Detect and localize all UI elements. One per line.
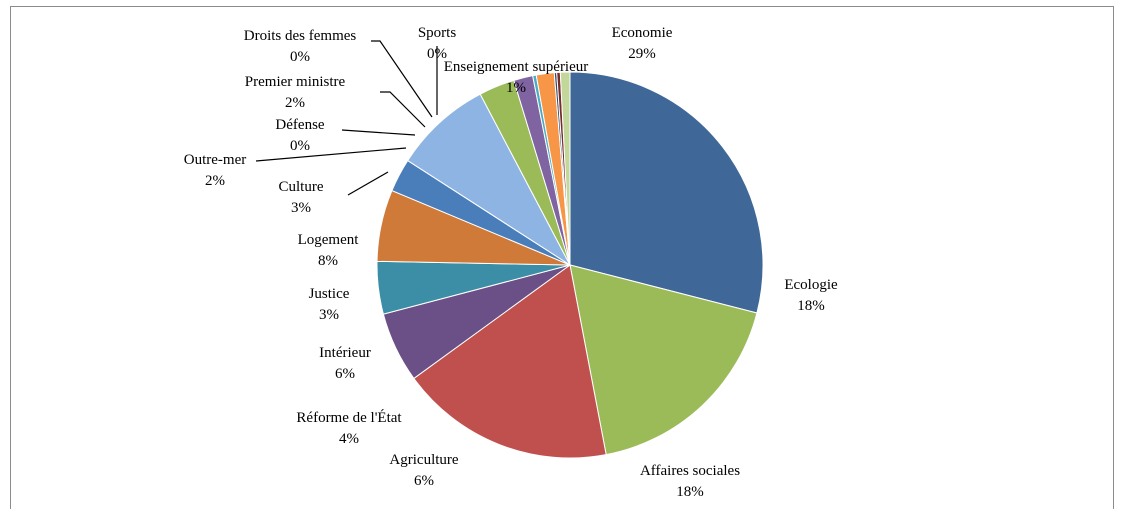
slice-label-4: Réforme de l'État 4% xyxy=(296,409,402,447)
leader-line-12 xyxy=(371,40,433,118)
slice-label-5: Intérieur 6% xyxy=(319,345,371,382)
pie-slice-1 xyxy=(569,264,758,456)
pie-slice-0 xyxy=(569,71,764,314)
pie-slices xyxy=(376,71,764,459)
slice-category-label: Justice xyxy=(309,286,350,302)
slice-label-13: Sports 0% xyxy=(418,25,457,62)
slice-percent-label: 6% xyxy=(414,473,434,489)
slice-category-label: Réforme de l'État xyxy=(296,409,402,426)
slice-percent-label: 18% xyxy=(676,484,704,500)
slice-percent-label: 2% xyxy=(205,173,225,189)
slice-category-label: Logement xyxy=(298,232,360,248)
slice-label-9: Outre-mer 2% xyxy=(184,152,246,189)
slice-percent-label: 29% xyxy=(628,46,656,62)
slice-category-label: Droits des femmes xyxy=(244,28,357,44)
slice-category-label: Ecologie xyxy=(784,277,838,293)
slice-labels: Economie 29% Ecologie 18% Affaires sociales 1… xyxy=(184,25,838,500)
slice-label-3: Agriculture 6% xyxy=(389,452,458,489)
slice-percent-label: 18% xyxy=(797,298,825,314)
slice-percent-label: 0% xyxy=(290,49,310,65)
leader-lines xyxy=(255,40,438,196)
slice-percent-label: 8% xyxy=(318,253,338,269)
slice-label-12: Droits des femmes 0% xyxy=(244,28,357,65)
slice-label-2: Affaires sociales 18% xyxy=(640,463,740,500)
slice-percent-label: 4% xyxy=(339,431,359,447)
slice-label-1: Ecologie 18% xyxy=(784,277,838,314)
slice-percent-label: 1% xyxy=(506,80,526,96)
slice-percent-label: 0% xyxy=(427,46,447,62)
leader-line-8 xyxy=(347,171,389,196)
slice-label-6: Justice 3% xyxy=(309,286,350,323)
slice-label-11: Premier ministre 2% xyxy=(245,74,346,111)
pie-slice-14 xyxy=(559,71,571,266)
slice-percent-label: 6% xyxy=(335,366,355,382)
slice-category-label: Agriculture xyxy=(389,452,458,468)
slice-label-8: Culture 3% xyxy=(279,179,324,216)
slice-category-label: Intérieur xyxy=(319,345,371,361)
slice-percent-label: 0% xyxy=(290,138,310,154)
leader-line-11 xyxy=(380,91,426,128)
slice-category-label: Culture xyxy=(279,179,324,195)
slice-category-label: Enseignement supérieur xyxy=(444,59,589,75)
pie-slice-7 xyxy=(407,93,572,267)
slice-label-0: Economie 29% xyxy=(612,25,673,62)
slice-percent-label: 3% xyxy=(291,200,311,216)
slice-percent-label: 2% xyxy=(285,95,305,111)
slice-label-7: Logement 8% xyxy=(298,232,360,269)
slice-category-label: Economie xyxy=(612,25,673,41)
slice-category-label: Affaires sociales xyxy=(640,463,740,479)
chart-frame xyxy=(10,6,1114,509)
leader-line-9 xyxy=(255,147,407,162)
slice-category-label: Outre-mer xyxy=(184,152,246,168)
slice-category-label: Défense xyxy=(275,117,324,133)
pie-slice-2 xyxy=(413,264,607,459)
slice-percent-label: 3% xyxy=(319,307,339,323)
leader-line-10 xyxy=(341,129,416,136)
slice-category-label: Sports xyxy=(418,25,457,41)
slice-label-14: Enseignement supérieur 1% xyxy=(444,59,589,96)
slice-label-10: Défense 0% xyxy=(275,117,324,154)
slice-category-label: Premier ministre xyxy=(245,74,346,90)
